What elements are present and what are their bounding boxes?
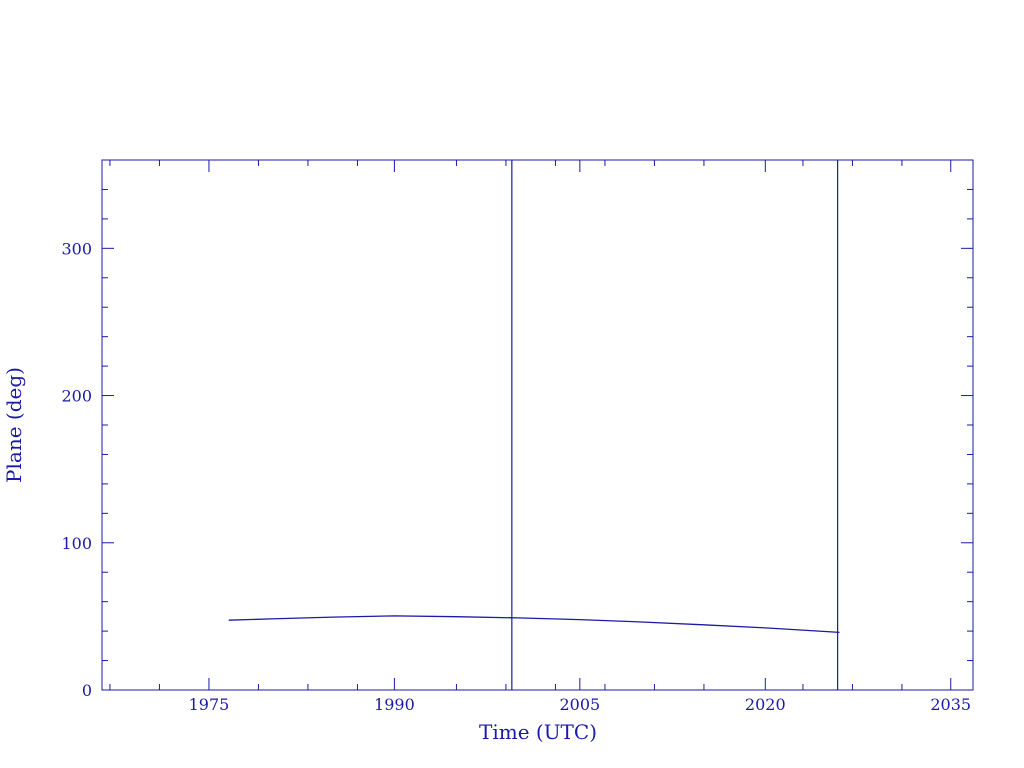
y-axis-label: Plane (deg) [2,367,26,483]
x-axis-label: Time (UTC) [479,720,597,744]
x-tick-label: 1990 [374,695,415,714]
series-line [228,615,840,634]
y-tick-label: 100 [61,534,92,553]
ticks [102,159,973,691]
x-tick-label: 2035 [930,695,971,714]
x-tick-label: 2020 [745,695,786,714]
y-tick-label: 0 [82,681,92,700]
x-tick-label: 2005 [559,695,600,714]
vertical-lines [511,160,839,690]
y-tick-label: 200 [61,387,92,406]
plot-frame [101,159,974,691]
y-tick-label: 300 [61,239,92,258]
x-tick-label: 1975 [189,695,230,714]
